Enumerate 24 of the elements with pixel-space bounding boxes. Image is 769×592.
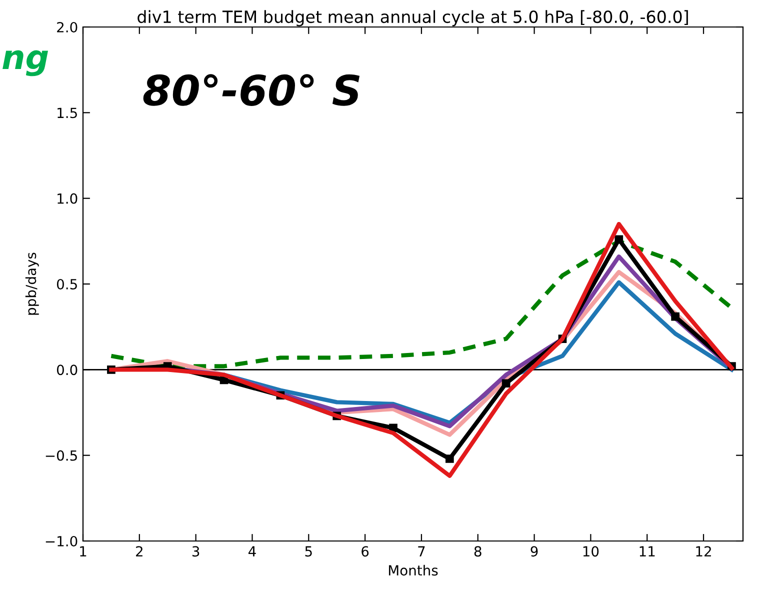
y-tick-label: −1.0 — [46, 536, 78, 546]
y-tick-label: 0.5 — [56, 278, 77, 290]
x-tick-label: 3 — [192, 546, 200, 557]
x-axis-title: Months — [388, 564, 438, 576]
x-tick-label: 12 — [696, 546, 711, 556]
x-tick-label: 6 — [362, 546, 369, 557]
x-tick-label: 10 — [583, 546, 599, 557]
x-tick-label: 1 — [80, 546, 86, 556]
y-tick-label: 1.5 — [58, 108, 77, 118]
y-tick-label: 0.0 — [56, 364, 78, 376]
x-tick-label: 5 — [305, 546, 312, 557]
y-tick-label: −0.5 — [46, 450, 77, 461]
annotation: 80°-60° S — [143, 74, 360, 106]
y-tick-label: 2.0 — [57, 22, 78, 32]
y-axis-title: ppb/days — [25, 252, 39, 315]
x-tick-label: 7 — [418, 546, 425, 556]
chart-title: div1 term TEM budget mean annual cycle at 5.0 hPa [-80.0, -60.0] — [138, 10, 688, 26]
x-tick-label: 11 — [640, 546, 655, 556]
x-tick-label: 4 — [248, 546, 256, 556]
x-tick-label: 8 — [474, 546, 482, 557]
x-tick-label: 2 — [136, 546, 142, 556]
x-tick-label: 9 — [530, 546, 538, 557]
text: ng — [2, 50, 48, 76]
y-tick-label: 1.0 — [58, 193, 78, 204]
